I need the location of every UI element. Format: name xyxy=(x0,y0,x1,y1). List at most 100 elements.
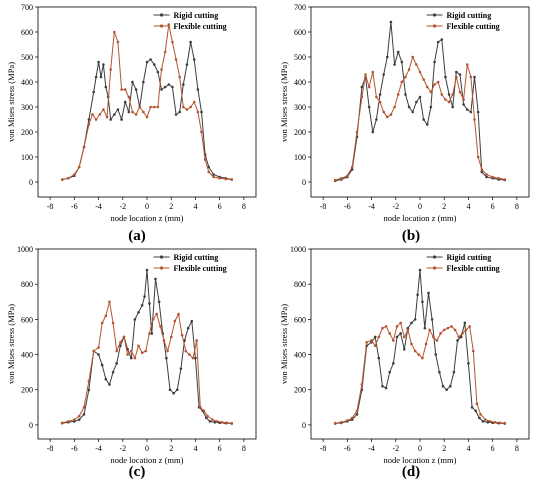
data-point xyxy=(400,60,404,64)
data-point xyxy=(360,95,364,99)
x-axis-title: node location z (mm) xyxy=(111,213,184,223)
x-axis-title: node location z (mm) xyxy=(111,455,184,465)
data-point xyxy=(432,335,435,339)
data-point xyxy=(462,103,465,106)
data-point xyxy=(355,130,359,134)
x-tick-label: -2 xyxy=(392,202,399,211)
data-point xyxy=(418,70,422,74)
data-point xyxy=(451,93,455,96)
data-point xyxy=(378,100,382,104)
data-point xyxy=(140,351,144,355)
y-tick-label: 1000 xyxy=(17,245,33,254)
data-point xyxy=(104,314,108,318)
data-point xyxy=(399,332,402,335)
legend-marker xyxy=(159,13,164,17)
y-tick-label: 0 xyxy=(29,178,33,187)
series-line xyxy=(62,24,232,180)
data-point xyxy=(133,318,137,321)
data-point xyxy=(418,95,422,99)
data-point xyxy=(208,420,212,423)
data-point xyxy=(207,165,211,169)
data-point xyxy=(149,105,152,109)
legend-marker xyxy=(159,255,164,259)
data-point xyxy=(402,347,406,351)
data-point xyxy=(415,100,418,104)
data-point xyxy=(129,356,133,360)
data-point xyxy=(458,90,462,94)
data-point xyxy=(105,115,109,119)
data-point xyxy=(488,420,492,423)
y-tick-label: 700 xyxy=(294,3,306,12)
data-point xyxy=(407,105,411,109)
data-point xyxy=(421,356,424,360)
data-point xyxy=(423,326,427,330)
data-point xyxy=(476,155,480,159)
data-point xyxy=(97,353,100,356)
data-point xyxy=(151,318,155,321)
data-point xyxy=(448,384,452,388)
data-point xyxy=(339,176,343,180)
y-tick-label: 700 xyxy=(21,3,33,12)
data-point xyxy=(395,325,399,328)
data-point xyxy=(433,83,436,86)
data-point xyxy=(212,173,215,176)
data-point xyxy=(123,88,127,91)
data-point xyxy=(131,110,134,114)
data-point xyxy=(87,118,91,121)
data-point xyxy=(468,325,471,328)
data-point xyxy=(389,20,393,24)
data-point xyxy=(138,105,142,109)
data-point xyxy=(436,40,440,44)
data-point xyxy=(381,384,384,388)
data-point xyxy=(94,75,98,79)
data-point xyxy=(434,353,438,356)
data-point xyxy=(428,328,431,332)
data-point xyxy=(178,110,181,114)
data-point xyxy=(479,413,482,416)
data-point xyxy=(485,173,488,176)
x-tick-label: -4 xyxy=(95,444,102,453)
data-point xyxy=(452,370,456,374)
data-point xyxy=(365,340,369,344)
data-point xyxy=(102,108,105,111)
data-point xyxy=(119,340,122,344)
data-point xyxy=(87,379,91,383)
data-point xyxy=(497,176,501,180)
series-line xyxy=(62,301,232,424)
x-tick-label: 6 xyxy=(218,444,222,453)
data-point xyxy=(493,420,497,424)
data-point xyxy=(162,339,166,342)
data-point xyxy=(346,419,349,422)
chart-panel-2: -8 -6 -4 -2 0 2 4 6 8 0 100 200 300 400 500 600 700 node … xyxy=(279,3,530,244)
data-point xyxy=(458,73,462,76)
x-tick-label: 4 xyxy=(193,444,197,453)
x-tick-label: 6 xyxy=(218,202,222,211)
data-point xyxy=(104,85,108,89)
data-point xyxy=(212,175,215,179)
data-point xyxy=(140,303,144,307)
series-flexible xyxy=(333,55,507,182)
data-point xyxy=(152,105,156,109)
data-point xyxy=(145,268,149,272)
data-point xyxy=(94,118,98,121)
data-point xyxy=(137,311,140,314)
data-point xyxy=(480,170,484,174)
data-point xyxy=(116,108,120,111)
data-point xyxy=(171,40,174,44)
data-point xyxy=(370,339,373,342)
y-tick-label: 400 xyxy=(294,351,306,360)
data-point xyxy=(120,88,123,91)
y-tick-label: 600 xyxy=(294,28,306,37)
data-point xyxy=(186,326,190,330)
data-point xyxy=(371,70,375,74)
series-rigid xyxy=(333,20,507,183)
data-point xyxy=(399,321,402,325)
data-point xyxy=(355,413,359,416)
data-point xyxy=(97,346,100,349)
data-point xyxy=(148,332,151,335)
data-point xyxy=(73,418,76,421)
panel-label: (b) xyxy=(402,228,420,244)
data-point xyxy=(98,113,102,116)
data-point xyxy=(144,349,148,353)
